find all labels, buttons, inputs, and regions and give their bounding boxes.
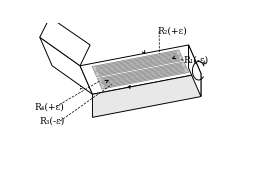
Polygon shape xyxy=(95,56,184,77)
Polygon shape xyxy=(80,45,201,94)
Text: R₂(+ε): R₂(+ε) xyxy=(157,27,187,36)
Text: R₁(-ε): R₁(-ε) xyxy=(183,56,208,65)
Polygon shape xyxy=(100,67,189,89)
Polygon shape xyxy=(97,62,186,83)
Polygon shape xyxy=(92,50,181,71)
Polygon shape xyxy=(189,45,201,97)
Text: R₄(+ε): R₄(+ε) xyxy=(34,102,64,111)
Polygon shape xyxy=(92,74,201,117)
Polygon shape xyxy=(40,37,92,94)
Text: R₃(-ε): R₃(-ε) xyxy=(40,117,65,126)
Polygon shape xyxy=(40,17,90,66)
